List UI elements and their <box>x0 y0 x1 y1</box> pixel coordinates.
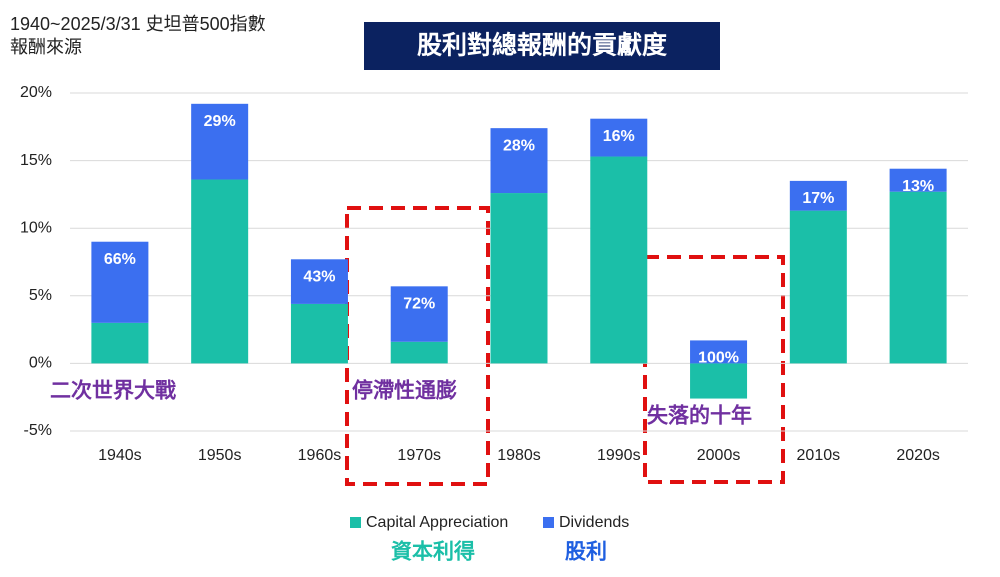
x-tick-label: 1980s <box>497 447 541 464</box>
bar-segment <box>789 210 847 364</box>
x-tick-label: 2020s <box>896 447 940 464</box>
x-tick-label: 1950s <box>198 447 242 464</box>
legend-label: Dividends <box>559 514 629 531</box>
legend-chinese: 股利 <box>565 541 607 564</box>
x-tick-label: 2000s <box>697 447 741 464</box>
x-tick-label: 2010s <box>797 447 841 464</box>
chart-title: 1940~2025/3/31 史坦普500指數 <box>10 14 266 34</box>
annotation: 二次世界大戰 <box>50 379 176 403</box>
bar-segment <box>290 303 348 364</box>
bar-segment <box>889 191 947 364</box>
legend-swatch <box>350 517 361 528</box>
bar-segment <box>690 363 748 399</box>
banner-bg <box>364 22 720 70</box>
banner: 股利對總報酬的貢獻度 <box>417 31 667 60</box>
bar-segment <box>390 286 448 342</box>
data-label: 16% <box>603 128 635 145</box>
data-label: 43% <box>303 269 335 286</box>
data-label: 29% <box>204 113 236 130</box>
annotation: 失落的十年 <box>647 404 752 428</box>
legend-label: Capital Appreciation <box>366 514 508 531</box>
legend-swatch <box>543 517 554 528</box>
y-tick-label: 20% <box>20 84 52 101</box>
data-label: 17% <box>802 190 834 207</box>
legend-chinese: 資本利得 <box>391 540 475 564</box>
y-tick-label: 5% <box>29 287 52 304</box>
bar-segment <box>889 168 947 192</box>
data-label: 66% <box>104 251 136 268</box>
x-tick-label: 1940s <box>98 447 142 464</box>
bar-segment <box>690 340 748 364</box>
bar-segment <box>290 259 348 304</box>
chart-subtitle: 報酬來源 <box>10 37 82 57</box>
bar-segment <box>390 341 448 364</box>
data-label: 100% <box>698 350 739 367</box>
bar-segment <box>789 180 847 211</box>
bar-segment <box>490 128 548 194</box>
data-label: 72% <box>403 296 435 313</box>
bar-segment <box>590 118 648 157</box>
bar-segment <box>590 156 648 364</box>
x-tick-label: 1960s <box>298 447 342 464</box>
bar-segment <box>91 241 149 323</box>
data-label: 28% <box>503 137 535 154</box>
y-tick-label: 0% <box>29 355 52 372</box>
data-label: 13% <box>902 178 934 195</box>
bar-segment <box>191 103 249 180</box>
bar-segment <box>490 193 548 364</box>
bar-segment <box>91 322 149 364</box>
bar-segment <box>191 179 249 364</box>
y-tick-label: 10% <box>20 219 52 236</box>
annotation: 停滯性通膨 <box>352 379 457 403</box>
y-tick-label: -5% <box>24 422 52 439</box>
x-tick-label: 1990s <box>597 447 641 464</box>
highlight-box <box>643 255 785 484</box>
y-tick-label: 15% <box>20 152 52 169</box>
x-tick-label: 1970s <box>397 447 441 464</box>
